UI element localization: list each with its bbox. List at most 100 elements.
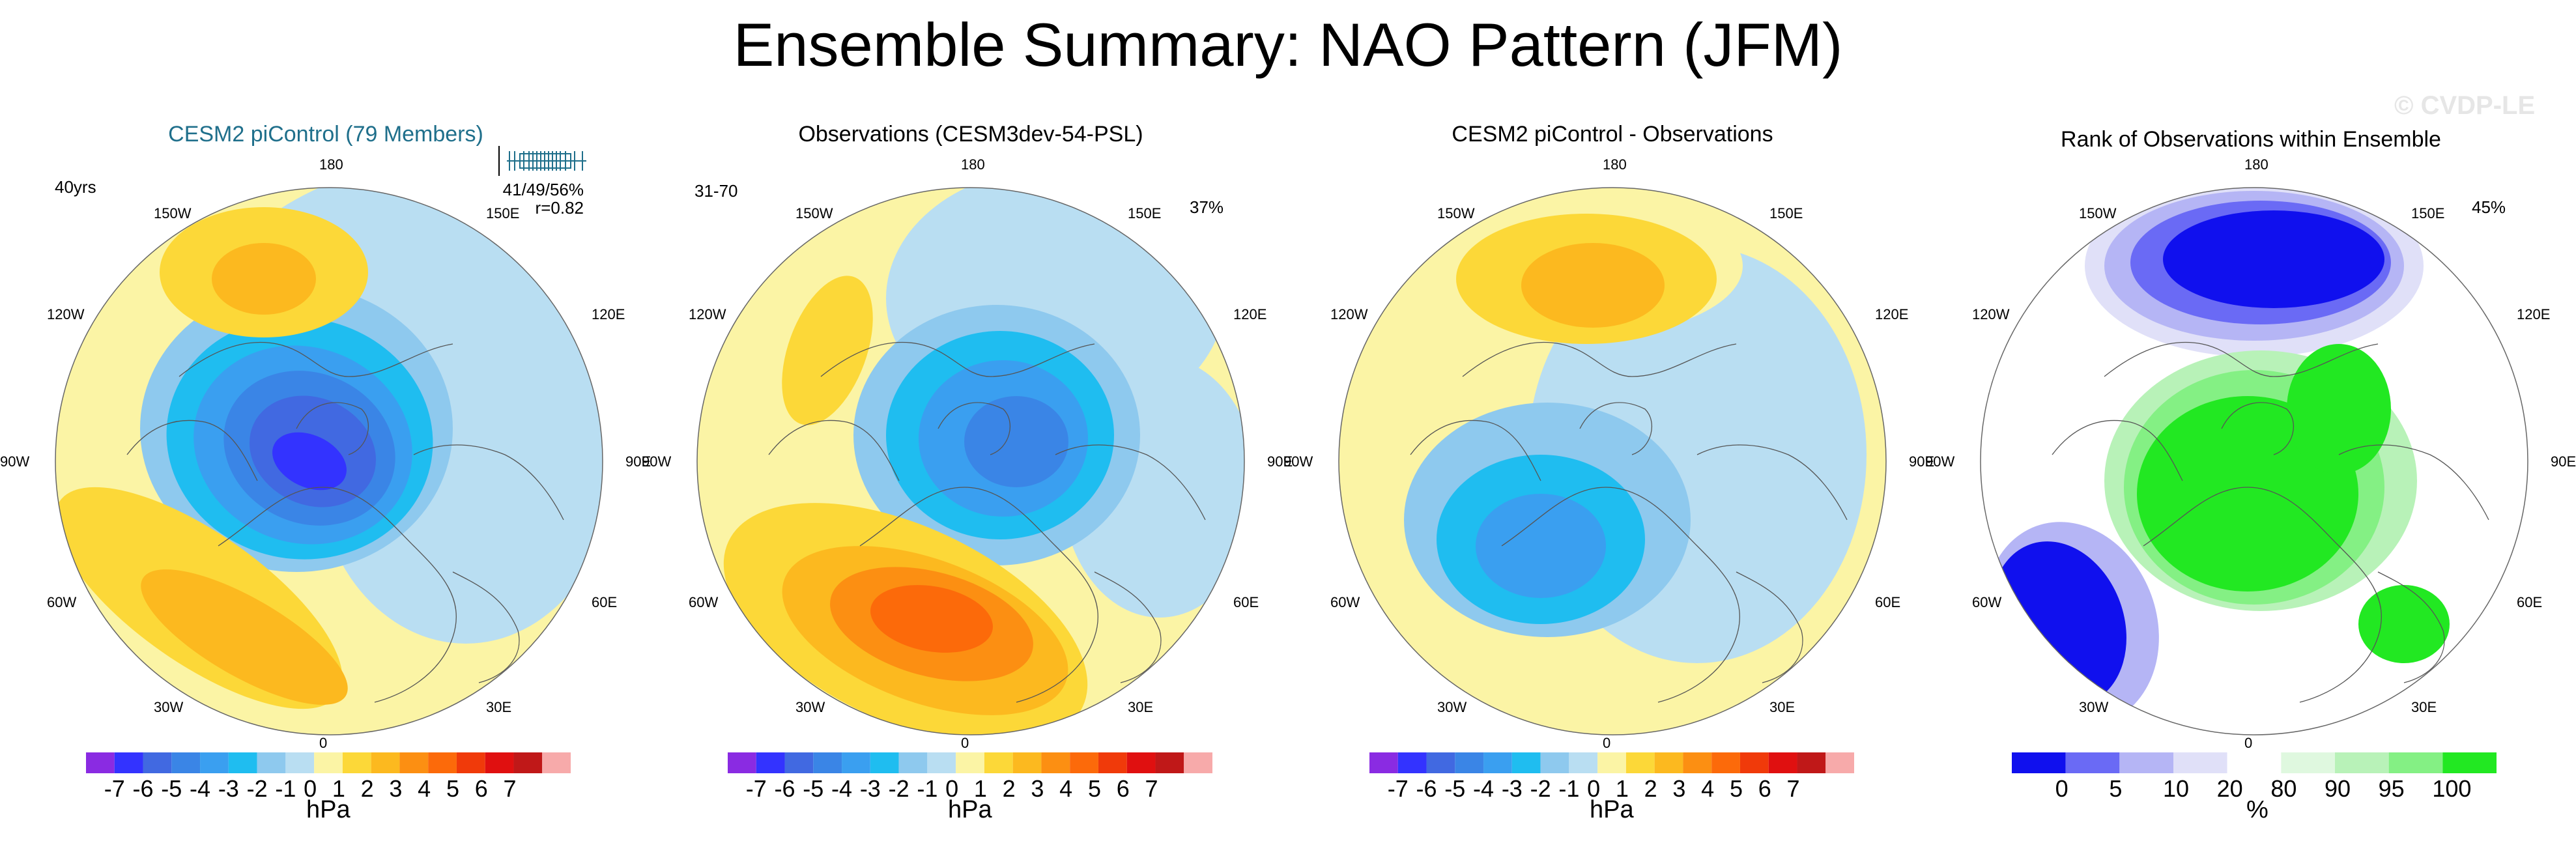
colorbar-swatch xyxy=(542,752,571,773)
coastline xyxy=(413,444,564,520)
colorbar-tick-label: 0 xyxy=(2055,775,2068,802)
longitude-label: 30W xyxy=(795,699,825,715)
longitude-label: 30E xyxy=(486,699,512,715)
longitude-label: 120W xyxy=(689,306,726,322)
colorbar-swatch xyxy=(143,752,172,773)
colorbar-swatch xyxy=(1683,752,1712,773)
colorbar-tick-label: -7 xyxy=(1387,775,1409,802)
high-rank-europe xyxy=(2287,344,2391,474)
colorbar-tick-label: 20 xyxy=(2216,775,2243,802)
longitude-label: 150E xyxy=(486,205,520,221)
map-rank xyxy=(1980,187,2528,735)
colorbar-tick-label: 1 xyxy=(1615,775,1629,802)
colorbar-tick-label: -3 xyxy=(859,775,881,802)
colorbar-swatch xyxy=(1455,752,1484,773)
longitude-label: 120E xyxy=(2517,306,2551,322)
colorbar-tick-label: -7 xyxy=(104,775,125,802)
coastline xyxy=(937,402,1011,455)
map-observations xyxy=(696,187,1245,735)
map-cesm2 xyxy=(55,187,603,735)
colorbar-tick-label: 7 xyxy=(1145,775,1158,802)
longitude-label: 30E xyxy=(1769,699,1796,715)
colorbar-swatch xyxy=(1511,752,1541,773)
colorbar-swatch xyxy=(1098,752,1127,773)
colorbar-swatch xyxy=(1012,752,1042,773)
colorbar-swatch xyxy=(2388,752,2443,773)
colorbar-swatch xyxy=(2173,752,2227,773)
longitude-label: 180 xyxy=(961,156,985,173)
longitude-label: 90W xyxy=(1283,453,1313,470)
colorbar-tick-label: -4 xyxy=(1473,775,1495,802)
coastline xyxy=(1579,402,1653,455)
colorbar-swatch xyxy=(898,752,928,773)
colorbar-tick-label: -5 xyxy=(803,775,824,802)
colorbar-tick-label: -5 xyxy=(161,775,182,802)
longitude-label: 180 xyxy=(319,156,343,173)
colorbar-swatch xyxy=(927,752,956,773)
colorbar-tick-label: 4 xyxy=(1701,775,1715,802)
panel-1-percentiles: 41/49/56% xyxy=(502,180,584,199)
colorbar-1-unit: hPa xyxy=(306,796,351,823)
longitude-label: 30W xyxy=(154,699,184,715)
longitude-label: 90E xyxy=(2551,453,2576,470)
colorbar-swatch xyxy=(1711,752,1740,773)
longitude-label: 0 xyxy=(319,735,328,751)
panel-2-percent: 37% xyxy=(1190,197,1224,217)
colorbar-tick-label: -7 xyxy=(745,775,767,802)
colorbar-cesm2 xyxy=(86,752,571,773)
colorbar-tick-label: 3 xyxy=(1672,775,1686,802)
colorbar-tick-label: 1 xyxy=(973,775,987,802)
colorbar-swatch xyxy=(1540,752,1569,773)
colorbar-tick-label: 5 xyxy=(1087,775,1101,802)
longitude-label: 120E xyxy=(592,306,625,322)
coastline xyxy=(2221,402,2295,455)
longitude-label: 0 xyxy=(961,735,969,751)
colorbar-tick-label: 7 xyxy=(503,775,517,802)
coastline xyxy=(859,487,1098,703)
longitude-label: 30W xyxy=(1437,699,1467,715)
ensemble-boxplot xyxy=(498,146,586,176)
colorbar-tick-label: -1 xyxy=(275,775,296,802)
colorbar-swatch xyxy=(1825,752,1854,773)
colorbar-tick-label: 5 xyxy=(1729,775,1743,802)
colorbar-swatch xyxy=(513,752,543,773)
colorbar-swatch xyxy=(956,752,984,773)
colorbar-swatch xyxy=(228,752,257,773)
colorbar-tick-label: -2 xyxy=(246,775,268,802)
panel-1-title: CESM2 piControl (79 Members) xyxy=(168,122,483,147)
colorbar-swatch xyxy=(485,752,514,773)
coastline xyxy=(1501,487,1740,703)
coastline xyxy=(126,420,258,481)
colorbar-tick-label: -2 xyxy=(1530,775,1551,802)
longitude-label: 60E xyxy=(1875,594,1901,610)
colorbar-swatch xyxy=(428,752,457,773)
colorbar-swatch xyxy=(2442,752,2497,773)
panel-4-percent: 45% xyxy=(2472,197,2506,217)
colorbar-swatch xyxy=(1597,752,1626,773)
longitude-label: 150W xyxy=(1437,205,1475,221)
map-difference xyxy=(1338,187,1887,735)
colorbar-tick-label: 10 xyxy=(2163,775,2190,802)
coastline xyxy=(1696,444,1848,520)
colorbar-swatch xyxy=(1155,752,1184,773)
coastline xyxy=(1736,571,1803,683)
colorbar-swatch xyxy=(456,752,485,773)
colorbar-tick-label: 4 xyxy=(418,775,431,802)
longitude-label: 90E xyxy=(1909,453,1935,470)
colorbar-swatch xyxy=(1768,752,1797,773)
colorbar-tick-label: 2 xyxy=(360,775,374,802)
colorbar-tick-label: 0 xyxy=(1587,775,1601,802)
colorbar-tick-label: 6 xyxy=(1116,775,1130,802)
colorbar-swatch xyxy=(371,752,400,773)
colorbar-swatch xyxy=(1070,752,1098,773)
longitude-label: 90W xyxy=(1925,453,1955,470)
longitude-label: 90E xyxy=(625,453,651,470)
map-boundary xyxy=(1338,187,1887,735)
map-boundary xyxy=(696,187,1245,735)
longitude-label: 120W xyxy=(47,306,85,322)
longitude-label: 30W xyxy=(2079,699,2109,715)
colorbar-tick-label: 80 xyxy=(2270,775,2297,802)
colorbar-swatch xyxy=(756,752,785,773)
longitude-label: 60E xyxy=(592,594,618,610)
coastline xyxy=(218,487,457,703)
